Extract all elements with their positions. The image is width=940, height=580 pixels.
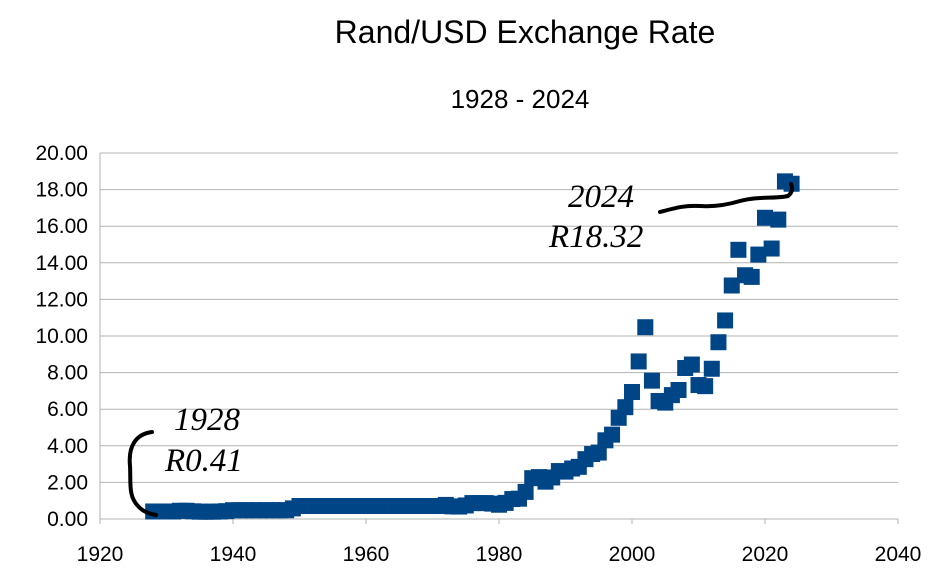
data-point-2009 <box>683 356 700 373</box>
annotation-2024: 2024 R18.32 <box>548 179 794 255</box>
y-tick-label: 10.00 <box>35 325 88 348</box>
data-point-2013 <box>710 334 727 351</box>
data-point-2019 <box>750 246 767 263</box>
chart-title: Rand/USD Exchange Rate <box>335 14 716 50</box>
annotation-2024-line <box>658 182 794 214</box>
data-point-2014 <box>717 312 734 329</box>
x-tick-label: 1940 <box>210 543 257 566</box>
data-point-2002 <box>637 319 654 336</box>
data-point-2012 <box>703 360 720 377</box>
data-point-2011 <box>697 378 714 395</box>
data-point-2000 <box>624 383 640 400</box>
annotation-1928-value: R0.41 <box>164 443 243 479</box>
data-point-1999 <box>617 399 634 416</box>
x-axis-ticks: 1920 1940 1960 1980 2000 2020 2040 <box>77 519 922 566</box>
grid-lines <box>99 152 898 520</box>
y-tick-label: 16.00 <box>35 215 88 238</box>
data-point-2007 <box>670 381 687 398</box>
annotation-2024-value: R18.32 <box>548 219 643 255</box>
data-point-2021 <box>763 240 780 257</box>
data-points <box>145 173 800 520</box>
y-tick-label: 20.00 <box>35 142 88 165</box>
annotation-2024-year: 2024 <box>568 179 634 215</box>
data-point-2016 <box>730 241 747 258</box>
x-tick-label: 2000 <box>609 543 656 566</box>
y-tick-label: 14.00 <box>35 252 88 275</box>
annotation-1928-year: 1928 <box>174 402 241 438</box>
annotation-1928-bracket <box>127 430 158 517</box>
x-tick-label: 1920 <box>77 543 124 566</box>
y-tick-label: 2.00 <box>47 471 88 494</box>
y-tick-label: 0.00 <box>47 508 88 531</box>
data-point-2003 <box>643 372 660 389</box>
x-tick-label: 1960 <box>343 543 390 566</box>
x-tick-label: 1980 <box>476 543 523 566</box>
data-point-1997 <box>604 426 621 443</box>
data-point-1995 <box>590 444 607 461</box>
data-point-2001 <box>630 353 647 370</box>
y-tick-label: 18.00 <box>35 179 88 202</box>
data-point-2022 <box>770 211 787 228</box>
y-axis-ticks: 0.00 2.00 4.00 6.00 8.00 10.00 12.00 14.00 16.00… <box>35 142 88 531</box>
data-point-2015 <box>723 277 740 294</box>
annotation-1928: 1928 R0.41 <box>127 402 243 517</box>
chart-subtitle: 1928 - 2024 <box>451 84 590 114</box>
y-tick-label: 12.00 <box>35 288 88 311</box>
y-tick-label: 6.00 <box>47 398 88 421</box>
x-tick-label: 2020 <box>742 543 789 566</box>
x-tick-label: 2040 <box>875 543 922 566</box>
y-tick-label: 8.00 <box>47 362 88 385</box>
data-point-2018 <box>743 268 760 285</box>
y-tick-label: 4.00 <box>47 435 88 458</box>
data-point-2020 <box>757 209 773 226</box>
data-point-1984 <box>517 483 534 500</box>
